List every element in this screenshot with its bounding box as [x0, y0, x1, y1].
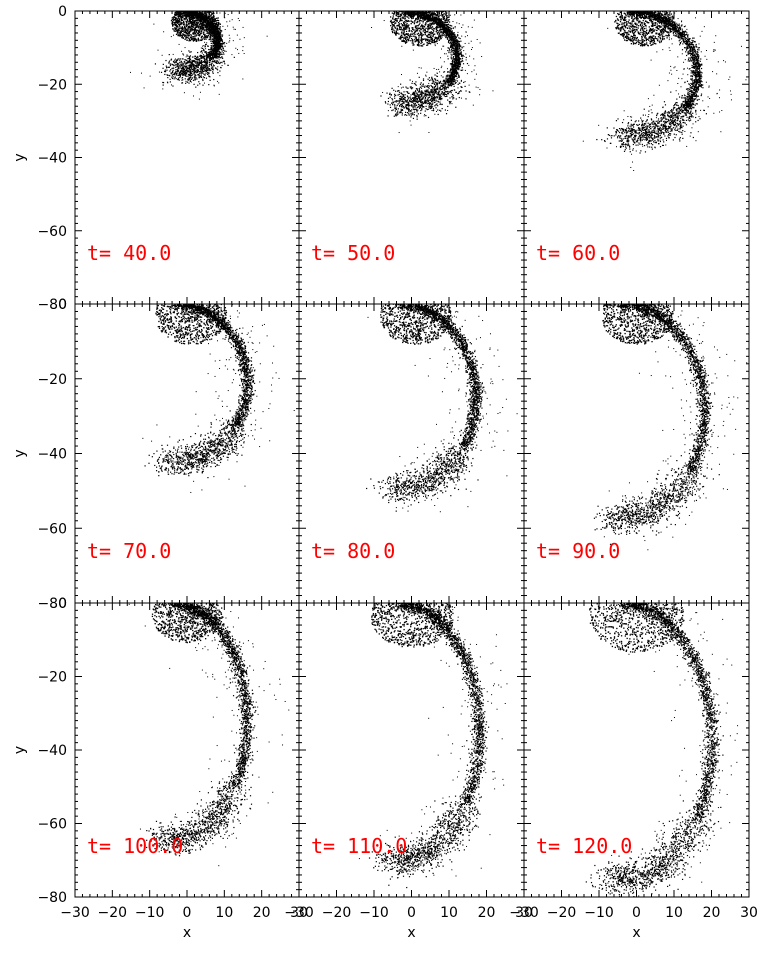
x-tick-label: 30	[515, 905, 533, 921]
y-axis-title: y	[12, 153, 28, 161]
scatter-points	[129, 11, 268, 100]
panel-3: t= 60.0	[523, 10, 750, 305]
scatter-points	[366, 304, 518, 513]
scatter-points	[593, 304, 748, 551]
time-label: t= 120.0	[536, 834, 632, 858]
x-tick-label: 20	[478, 905, 496, 921]
x-tick-label: −30	[284, 905, 314, 921]
y-tick-label: −40	[37, 151, 67, 167]
x-axis-title: x	[632, 925, 640, 941]
x-tick-label: 0	[407, 905, 416, 921]
x-tick-label: 30	[290, 905, 308, 921]
x-tick-label: 0	[632, 905, 641, 921]
y-axis-title: y	[12, 746, 28, 754]
time-label: t= 100.0	[87, 834, 183, 858]
x-tick-label: −10	[584, 905, 614, 921]
time-label: t= 60.0	[536, 241, 620, 265]
x-tick-label: −20	[547, 905, 577, 921]
panel-5: t= 80.0	[298, 303, 525, 604]
scatter-points	[585, 603, 739, 897]
scatter-points	[371, 11, 494, 134]
panel-8: t= 110.0 −30 −20 −10 0 10 20 30 x	[284, 602, 533, 941]
y-tick-label: 0	[58, 4, 67, 20]
x-tick-label: −30	[509, 905, 539, 921]
x-tick-label: 10	[665, 905, 683, 921]
panel-1: t= 40.0 0 −20 −40 −60 −80 y	[12, 4, 300, 313]
x-tick-label: 20	[253, 905, 271, 921]
x-tick-label: −20	[98, 905, 128, 921]
y-tick-label: −80	[37, 890, 67, 906]
y-tick-label: −20	[37, 372, 67, 388]
x-tick-label: −10	[135, 905, 165, 921]
scatter-points	[128, 603, 290, 867]
time-label: t= 50.0	[311, 241, 395, 265]
y-tick-label: −40	[37, 447, 67, 463]
y-tick-label: 0	[58, 596, 67, 612]
x-tick-label: 10	[215, 905, 233, 921]
y-tick-label: −80	[37, 297, 67, 313]
time-label: t= 40.0	[87, 241, 171, 265]
y-axis-title: y	[12, 449, 28, 457]
panel-2: t= 50.0	[298, 10, 525, 305]
y-tick-label: −60	[37, 521, 67, 537]
time-label: t= 70.0	[87, 539, 171, 563]
scatter-points	[358, 603, 508, 889]
y-tick-label: −20	[37, 77, 67, 93]
time-label: t= 110.0	[311, 834, 407, 858]
x-axis-title: x	[407, 925, 415, 941]
time-label: t= 80.0	[311, 539, 395, 563]
panel-6: t= 90.0	[523, 303, 750, 604]
panel-4: t= 70.0 0 −20 −40 −60 −80 y	[12, 297, 300, 612]
scatter-points	[142, 304, 295, 493]
panel-7: t= 100.0 0 −20 −40 −60 −80 y −30 −20 −10 0 10 20 30 x	[12, 596, 308, 941]
time-label: t= 90.0	[536, 539, 620, 563]
y-tick-label: −40	[37, 743, 67, 759]
x-tick-label: −20	[322, 905, 352, 921]
panel-9: t= 120.0 −30 −20 −10 0 10 20 30 x	[509, 602, 758, 941]
x-tick-label: 20	[703, 905, 721, 921]
x-tick-label: 10	[440, 905, 458, 921]
scatter-points	[582, 11, 747, 172]
x-axis-title: x	[183, 925, 191, 941]
y-tick-label: −80	[37, 596, 67, 612]
y-tick-label: −60	[37, 817, 67, 833]
x-tick-label: −30	[60, 905, 90, 921]
x-tick-label: −10	[359, 905, 389, 921]
y-tick-label: −60	[37, 224, 67, 240]
y-tick-label: 0	[58, 297, 67, 313]
x-tick-label: 30	[740, 905, 758, 921]
x-tick-label: 0	[183, 905, 192, 921]
y-tick-label: −20	[37, 670, 67, 686]
